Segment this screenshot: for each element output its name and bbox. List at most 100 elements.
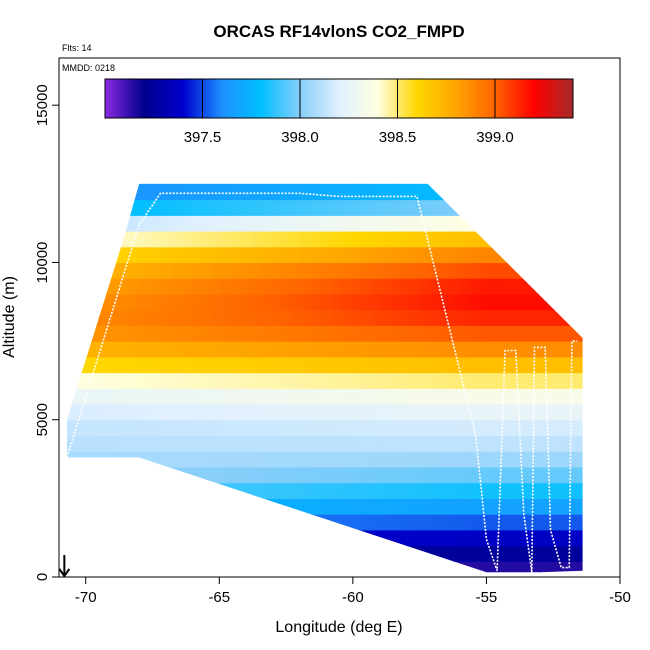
heatmap-cell — [286, 278, 294, 295]
heatmap-cell — [419, 561, 427, 573]
heatmap-cell — [513, 246, 521, 264]
heatmap-cell — [339, 545, 347, 562]
heatmap-cell — [499, 404, 508, 421]
heatmap-cell — [513, 545, 521, 562]
heatmap-cell — [399, 498, 407, 515]
heatmap-cell — [453, 466, 461, 484]
heatmap-cell — [212, 262, 220, 279]
heatmap-cell — [59, 184, 66, 200]
heatmap-cell — [299, 183, 307, 201]
heatmap-cell — [299, 356, 307, 374]
heatmap-cell — [299, 293, 307, 311]
heatmap-cell — [259, 309, 267, 326]
heatmap-cell — [67, 466, 73, 484]
heatmap-cell — [112, 183, 120, 201]
heatmap-cell — [219, 262, 227, 279]
heatmap-cell — [165, 419, 174, 437]
heatmap-cell — [105, 529, 114, 547]
heatmap-cell — [172, 262, 180, 279]
heatmap-cell — [453, 388, 461, 405]
heatmap-cell — [352, 529, 361, 547]
heatmap-cell — [225, 215, 234, 232]
heatmap-cell — [479, 199, 488, 216]
heatmap-cell — [125, 293, 134, 311]
heatmap-cell — [419, 388, 427, 405]
heatmap-cell — [459, 246, 467, 264]
heatmap-cell — [506, 529, 514, 547]
heatmap-cell — [339, 356, 347, 374]
heatmap-cell — [453, 529, 461, 547]
heatmap-cell — [105, 341, 114, 358]
heatmap-cell — [433, 183, 441, 201]
heatmap-cell — [79, 419, 87, 437]
heatmap-cell — [145, 262, 154, 279]
heatmap-cell — [145, 498, 154, 515]
heatmap-cell — [433, 466, 441, 484]
heatmap-cell — [165, 529, 174, 547]
heatmap-cell — [219, 435, 227, 452]
heatmap-cell — [466, 482, 474, 499]
heatmap-cell — [459, 278, 467, 295]
heatmap-cell — [139, 293, 147, 311]
heatmap-cell — [266, 356, 274, 374]
heatmap-cell — [299, 561, 307, 573]
heatmap-cell — [132, 419, 140, 437]
heatmap-cell — [145, 388, 154, 405]
heatmap-cell — [159, 498, 167, 515]
heatmap-cell — [292, 199, 301, 216]
heatmap-cell — [59, 278, 66, 294]
heatmap-cell — [519, 404, 528, 421]
heatmap-cell — [259, 388, 267, 405]
heatmap-cell — [326, 199, 334, 216]
heatmap-cell — [152, 451, 160, 468]
heatmap-cell — [399, 183, 407, 185]
heatmap-cell — [185, 482, 194, 499]
heatmap-cell — [459, 341, 467, 358]
heatmap-cell — [433, 545, 441, 562]
heatmap-cell — [366, 545, 374, 562]
heatmap-cell — [399, 451, 407, 468]
heatmap-cell — [533, 262, 541, 279]
heatmap-cell — [292, 435, 301, 452]
heatmap-cell — [79, 356, 87, 374]
heatmap-cell — [79, 388, 87, 405]
heatmap-cell — [299, 419, 307, 437]
heatmap-cell — [199, 293, 207, 311]
heatmap-cell — [292, 278, 301, 295]
heatmap-cell — [453, 199, 461, 216]
heatmap-cell — [145, 435, 154, 452]
heatmap-cell — [433, 262, 441, 279]
heatmap-cell — [546, 325, 554, 342]
heatmap-cell — [412, 183, 421, 185]
heatmap-cell — [312, 309, 321, 326]
heatmap-cell — [479, 293, 488, 311]
heatmap-cell — [252, 215, 260, 232]
heatmap-cell — [225, 309, 234, 326]
heatmap-cell — [85, 419, 93, 437]
heatmap-cell — [332, 419, 341, 437]
heatmap-cell — [339, 278, 347, 295]
heatmap-cell — [159, 199, 167, 216]
heatmap-cell — [479, 341, 488, 358]
heatmap-cell — [185, 309, 194, 326]
heatmap-cell — [92, 451, 100, 468]
heatmap-cell — [105, 293, 114, 311]
heatmap-cell — [372, 231, 381, 248]
heatmap-cell — [279, 529, 287, 547]
heatmap-cell — [85, 215, 93, 232]
heatmap-cell — [239, 404, 247, 421]
heatmap-cell — [392, 183, 401, 185]
heatmap-cell — [165, 262, 174, 279]
heatmap-cell — [205, 372, 214, 389]
heatmap-cell — [252, 419, 260, 437]
heatmap-cell — [152, 341, 160, 358]
heatmap-cell — [412, 419, 421, 437]
heatmap-cell — [412, 498, 421, 515]
heatmap-cell — [112, 404, 120, 421]
heatmap-cell — [559, 183, 568, 201]
heatmap-cell — [359, 435, 367, 452]
heatmap-cell — [159, 231, 167, 248]
heatmap-cell — [326, 529, 334, 547]
heatmap-cell — [259, 498, 267, 515]
heatmap-cell — [392, 356, 401, 374]
